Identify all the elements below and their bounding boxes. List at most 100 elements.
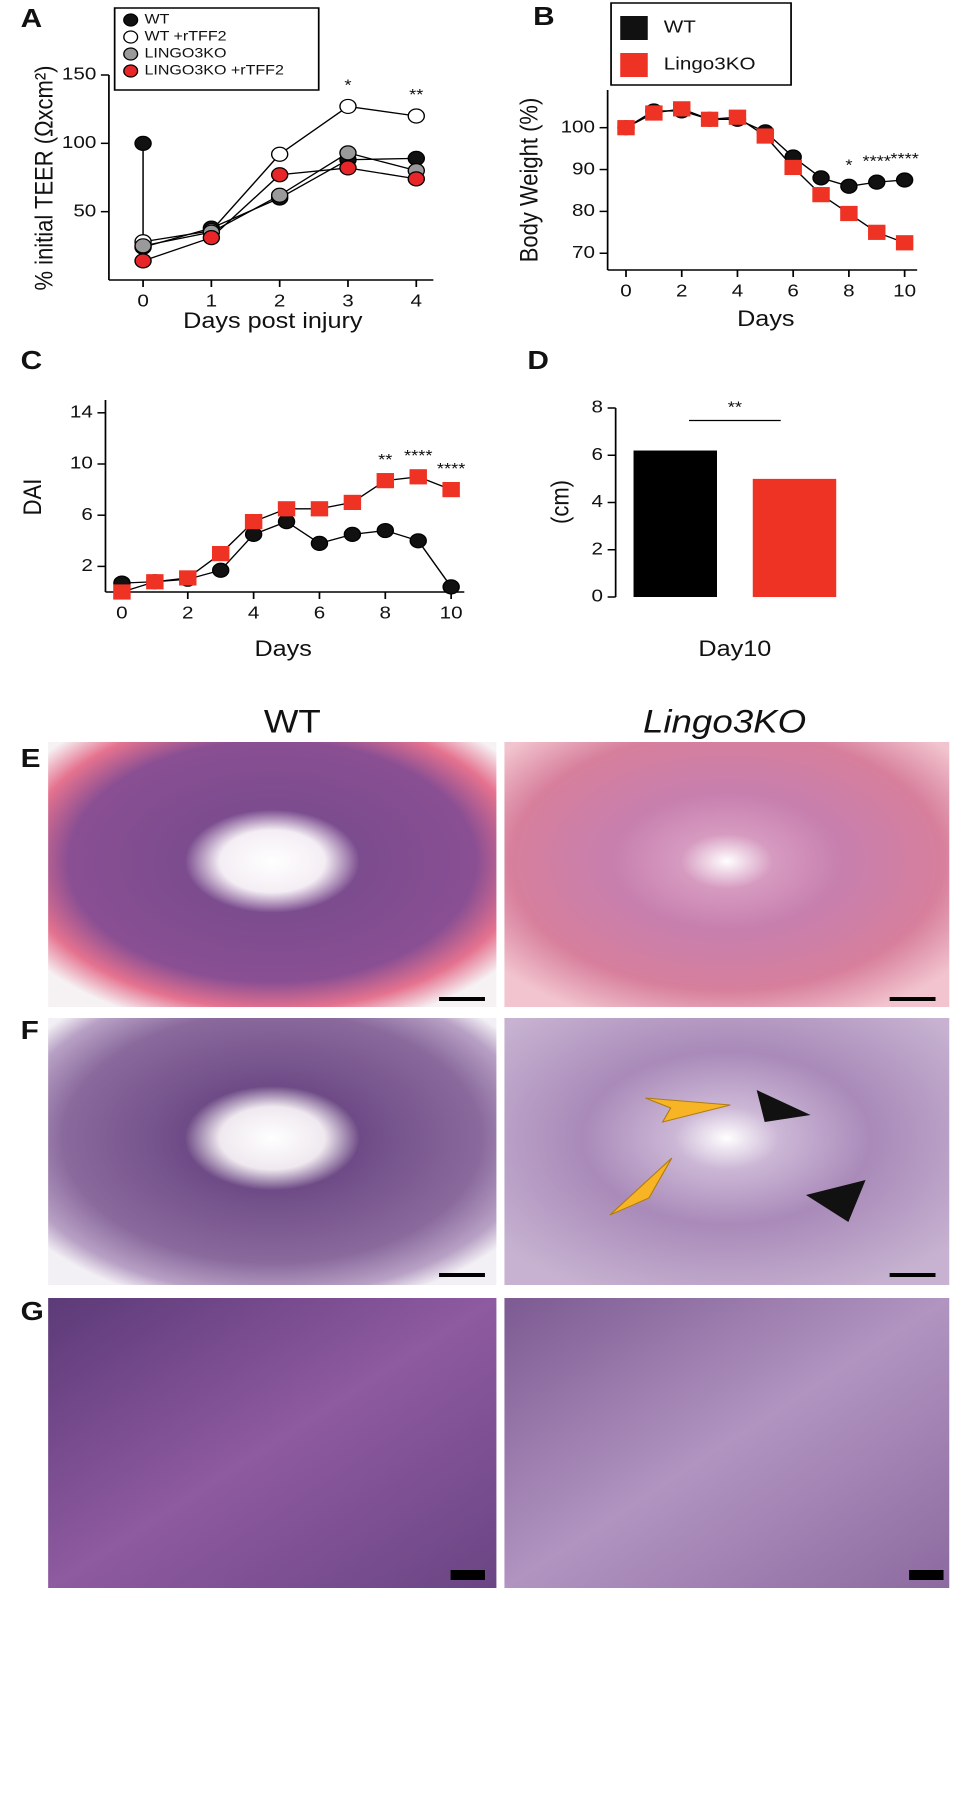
marker [113,584,131,600]
marker [784,159,802,176]
marker [407,171,425,187]
y-tick-label: 8 [592,397,603,417]
x-tick-label: 0 [116,603,128,623]
x-tick-label: 4 [411,291,423,311]
annotation: **** [890,149,919,168]
marker [339,145,357,161]
bar [633,450,717,597]
micrograph [504,1298,950,1588]
legend-label: LINGO3KO [144,46,226,62]
marker [645,105,663,121]
x-tick-label: 4 [732,281,744,301]
legend-box [113,7,320,91]
marker [343,526,362,543]
micrograph [504,1018,950,1285]
scale-bar [909,1570,944,1580]
x-tick-label: 1 [206,291,217,311]
marker [277,501,296,517]
arrowhead [756,1090,811,1122]
marker [376,522,395,539]
scale-bar [439,1273,485,1277]
marker [343,494,362,510]
marker [376,473,395,489]
marker [407,108,425,124]
column-title: WT [264,705,321,740]
micrograph [48,1018,497,1285]
marker [812,187,830,203]
x-tick-label: 10 [440,603,463,623]
marker [409,533,427,549]
micrograph [504,742,950,1007]
x-tick-label: 2 [274,291,285,311]
micrograph [48,1298,497,1588]
legend-label: WT [664,17,696,37]
x-axis-label: Days post injury [183,309,363,333]
y-tick-label: 6 [592,444,603,464]
x-tick-label: 2 [182,603,193,623]
arrowhead [805,1180,866,1222]
panel-letter: A [21,4,43,33]
column-title: Lingo3KO [643,705,806,740]
y-tick-label: 0 [592,586,604,606]
x-tick-label: 4 [248,603,260,623]
marker [617,120,635,136]
marker [895,172,914,188]
legend-swatch [123,64,139,78]
marker [179,570,197,586]
panel-letter: C [21,346,43,375]
marker [134,238,152,254]
marker [244,513,263,530]
y-tick-label: 100 [561,117,596,137]
y-tick-label: 150 [62,64,97,84]
legend-label: LINGO3KO +rTFF2 [144,63,283,79]
marker [244,526,263,543]
marker [700,111,719,127]
marker [134,135,152,151]
x-tick-label: 0 [620,281,632,301]
marker [442,579,460,595]
annotation: * [344,76,351,95]
significance-label: ** [728,398,743,417]
y-tick-label: 2 [592,539,603,559]
marker [442,482,460,498]
x-axis-label: Days [737,307,794,331]
marker [339,98,357,115]
marker [134,253,152,269]
marker [211,562,230,578]
y-tick-label: 90 [572,158,595,178]
annotation: * [845,156,852,175]
legend-swatch [123,47,139,61]
bar [752,478,837,597]
marker [895,235,914,251]
marker [840,205,858,222]
marker [339,160,357,176]
marker [868,174,886,190]
marker [310,501,329,517]
y-axis-label: DAI [20,479,48,516]
annotation: **** [437,459,466,478]
legend-swatch [123,13,139,27]
x-axis-label: Day10 [698,637,771,661]
arrowhead [645,1097,731,1123]
legend-swatch [123,30,139,44]
y-tick-label: 14 [70,402,93,422]
marker [409,469,427,485]
y-tick-label: 50 [73,201,96,221]
annotation: ** [409,85,424,104]
annotation: **** [862,151,891,170]
panel-letter: D [527,346,549,375]
y-tick-label: 10 [70,453,93,473]
x-tick-label: 8 [380,603,391,623]
y-tick-label: 4 [592,491,604,511]
marker [868,224,886,240]
legend-label: WT [144,12,169,28]
scale-bar [450,1570,485,1580]
panel-letter: F [21,1016,39,1045]
marker [277,513,296,530]
marker [211,545,230,562]
panel-letter: E [21,744,41,773]
series-line [121,520,452,588]
micrograph [48,742,497,1007]
x-tick-label: 6 [314,603,325,623]
